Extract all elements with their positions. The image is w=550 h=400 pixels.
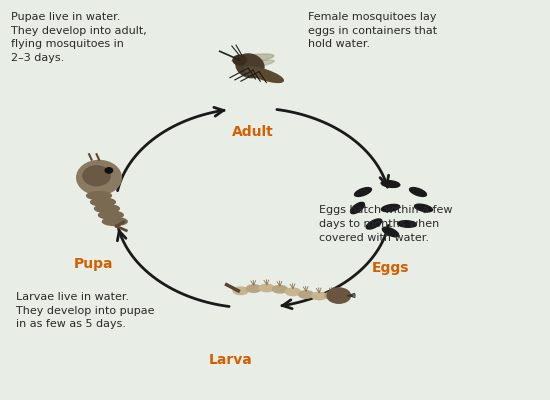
Ellipse shape: [98, 211, 123, 219]
Ellipse shape: [76, 160, 121, 195]
Ellipse shape: [95, 204, 119, 212]
Ellipse shape: [366, 219, 382, 229]
Text: Eggs: Eggs: [372, 261, 409, 275]
Ellipse shape: [233, 287, 248, 294]
Ellipse shape: [381, 180, 400, 188]
Ellipse shape: [381, 204, 400, 212]
Text: Female mosquitoes lay
eggs in containers that
hold water.: Female mosquitoes lay eggs in containers…: [308, 12, 437, 49]
Text: Pupa: Pupa: [74, 257, 113, 271]
Ellipse shape: [355, 188, 371, 196]
Ellipse shape: [299, 291, 314, 298]
Ellipse shape: [83, 166, 110, 186]
Ellipse shape: [285, 288, 300, 296]
Ellipse shape: [233, 55, 246, 65]
Ellipse shape: [260, 284, 274, 292]
Ellipse shape: [398, 221, 416, 227]
Ellipse shape: [246, 285, 261, 292]
Text: Eggs hatch within a few
days to months when
covered with water.: Eggs hatch within a few days to months w…: [319, 206, 453, 242]
Ellipse shape: [245, 67, 283, 82]
Ellipse shape: [415, 204, 432, 212]
Text: Pupae live in water.
They develop into adult,
flying mosquitoes in
2–3 days.: Pupae live in water. They develop into a…: [11, 12, 147, 63]
Ellipse shape: [91, 198, 116, 206]
Ellipse shape: [312, 292, 327, 300]
Ellipse shape: [324, 292, 340, 299]
Ellipse shape: [232, 54, 274, 63]
Text: Larva: Larva: [209, 353, 253, 367]
Ellipse shape: [272, 286, 288, 293]
Text: Larvae live in water.
They develop into pupae
in as few as 5 days.: Larvae live in water. They develop into …: [16, 292, 155, 329]
Text: Adult: Adult: [232, 125, 274, 139]
Ellipse shape: [105, 168, 113, 173]
Ellipse shape: [102, 218, 127, 226]
Ellipse shape: [327, 288, 350, 303]
Ellipse shape: [87, 192, 111, 200]
Ellipse shape: [410, 188, 426, 196]
Ellipse shape: [238, 60, 274, 69]
Ellipse shape: [236, 54, 264, 78]
Ellipse shape: [382, 227, 399, 237]
Ellipse shape: [350, 202, 365, 214]
